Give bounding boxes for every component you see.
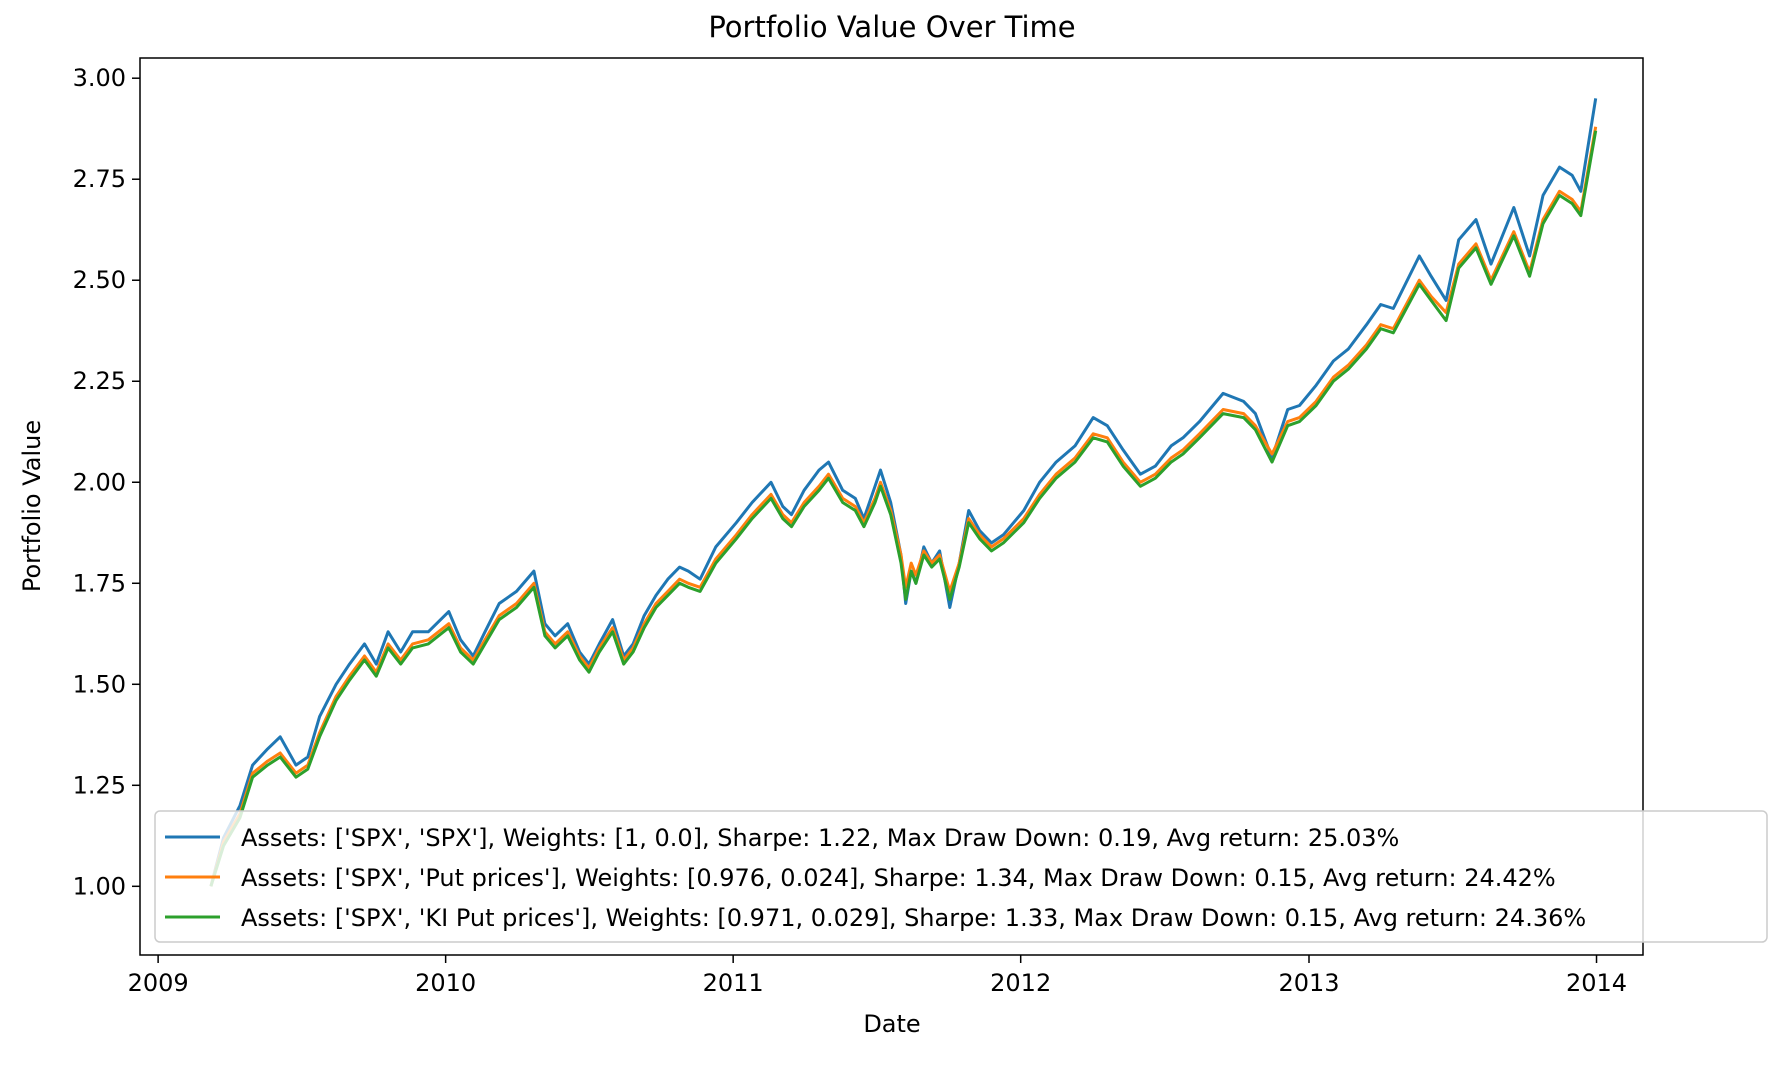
x-tick-label: 2014 [1566, 969, 1627, 997]
plot-frame [139, 57, 1644, 956]
x-tick-label: 2009 [128, 969, 189, 997]
x-tick-label: 2010 [415, 969, 476, 997]
series-layer [209, 98, 1598, 887]
y-axis-title: Portfolio Value [18, 420, 46, 592]
legend-box [154, 810, 1768, 943]
series-line-3 [209, 130, 1598, 887]
chart-title: Portfolio Value Over Time [708, 10, 1075, 44]
x-tick-label: 2012 [990, 969, 1051, 997]
y-tick-label: 2.75 [73, 165, 126, 193]
y-tick-label: 1.50 [73, 670, 126, 698]
y-tick-label: 2.25 [73, 367, 126, 395]
y-tick-label: 1.75 [73, 569, 126, 597]
series-line-1 [209, 98, 1598, 887]
series-line-2 [209, 126, 1598, 887]
x-tick-label: 2013 [1278, 969, 1339, 997]
legend-label-1: Assets: ['SPX', 'SPX'], Weights: [1, 0.0… [241, 824, 1399, 852]
y-tick-label: 1.25 [73, 771, 126, 799]
y-tick-label: 1.00 [73, 872, 126, 900]
y-axis: 1.00 1.25 1.50 1.75 2.00 2.25 2.50 2.75 3.00 [73, 64, 140, 900]
y-tick-label: 3.00 [73, 64, 126, 92]
x-axis-title: Date [863, 1010, 920, 1038]
y-tick-label: 2.50 [73, 266, 126, 294]
legend: Assets: ['SPX', 'SPX'], Weights: [1, 0.0… [154, 810, 1768, 943]
y-tick-label: 2.00 [73, 468, 126, 496]
legend-label-3: Assets: ['SPX', 'KI Put prices'], Weight… [241, 904, 1586, 932]
x-tick-label: 2011 [703, 969, 764, 997]
x-axis: 2009 2010 2011 2012 2013 2014 [128, 955, 1627, 997]
legend-label-2: Assets: ['SPX', 'Put prices'], Weights: … [241, 864, 1556, 892]
